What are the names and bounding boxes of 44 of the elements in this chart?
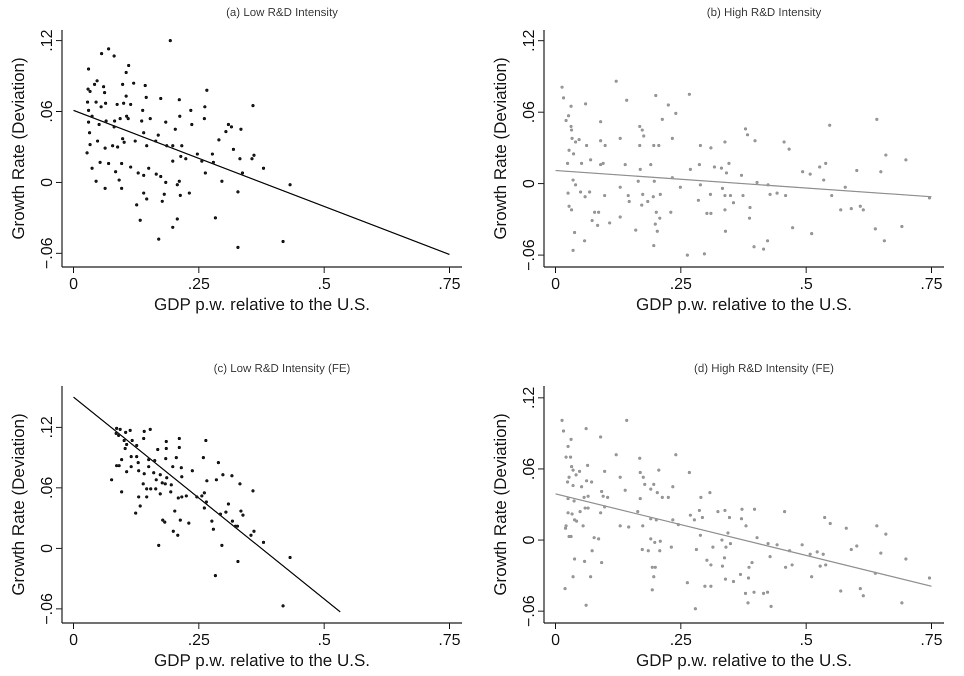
x-tick-label: 0 <box>69 632 78 649</box>
y-tick-label: .06 <box>521 458 538 480</box>
x-tick-label: .75 <box>438 276 461 293</box>
y-tick-label: 0 <box>521 536 538 545</box>
x-tick-label: .25 <box>670 276 692 293</box>
y-tick-label: .12 <box>521 30 538 52</box>
y-tick-label: −.06 <box>39 237 56 270</box>
x-axis-title: GDP p.w. relative to the U.S. <box>154 295 370 314</box>
x-axis-title: GDP p.w. relative to the U.S. <box>636 651 852 670</box>
x-tick-label: .75 <box>920 632 943 649</box>
chart-title: (a) Low R&D Intensity <box>226 7 338 19</box>
chart-title: (d) High R&D Intensity (FE) <box>694 363 834 375</box>
y-tick-label: .06 <box>39 100 56 123</box>
y-tick-label: .12 <box>39 416 56 438</box>
x-tick-label: .25 <box>188 276 210 293</box>
x-tick-label: 0 <box>551 632 560 649</box>
x-tick-label: .5 <box>799 632 813 649</box>
y-tick-label: −.06 <box>39 592 56 625</box>
x-tick-label: .5 <box>317 276 331 293</box>
chart-title: (b) High R&D Intensity <box>706 7 822 19</box>
x-tick-label: 0 <box>551 276 560 293</box>
y-tick-label: .06 <box>521 100 538 124</box>
y-tick-label: −.06 <box>521 595 538 627</box>
x-tick-label: .5 <box>317 632 331 649</box>
y-tick-label: .12 <box>39 29 56 52</box>
y-axis-title: Growth Rate (Deviation) <box>9 413 28 596</box>
y-tick-label: −.06 <box>521 239 538 271</box>
y-axis-title: Growth Rate (Deviation) <box>9 57 28 240</box>
y-axis-title: Growth Rate (Deviation) <box>491 413 510 596</box>
x-tick-label: .75 <box>920 276 943 293</box>
y-tick-label: 0 <box>39 544 56 553</box>
x-axis-title: GDP p.w. relative to the U.S. <box>636 295 852 314</box>
x-tick-label: .25 <box>188 632 210 649</box>
x-tick-label: 0 <box>69 276 78 293</box>
x-tick-label: .75 <box>438 632 461 649</box>
y-tick-label: 0 <box>521 179 538 188</box>
y-tick-label: 0 <box>39 178 56 187</box>
x-axis-title: GDP p.w. relative to the U.S. <box>154 651 370 670</box>
y-tick-label: .12 <box>521 386 538 409</box>
chart-title: (c) Low R&D Intensity (FE) <box>214 363 351 375</box>
x-tick-label: .25 <box>670 632 692 649</box>
y-axis-title: Growth Rate (Deviation) <box>491 57 510 240</box>
x-tick-label: .5 <box>799 276 813 293</box>
y-tick-label: .06 <box>39 476 56 499</box>
